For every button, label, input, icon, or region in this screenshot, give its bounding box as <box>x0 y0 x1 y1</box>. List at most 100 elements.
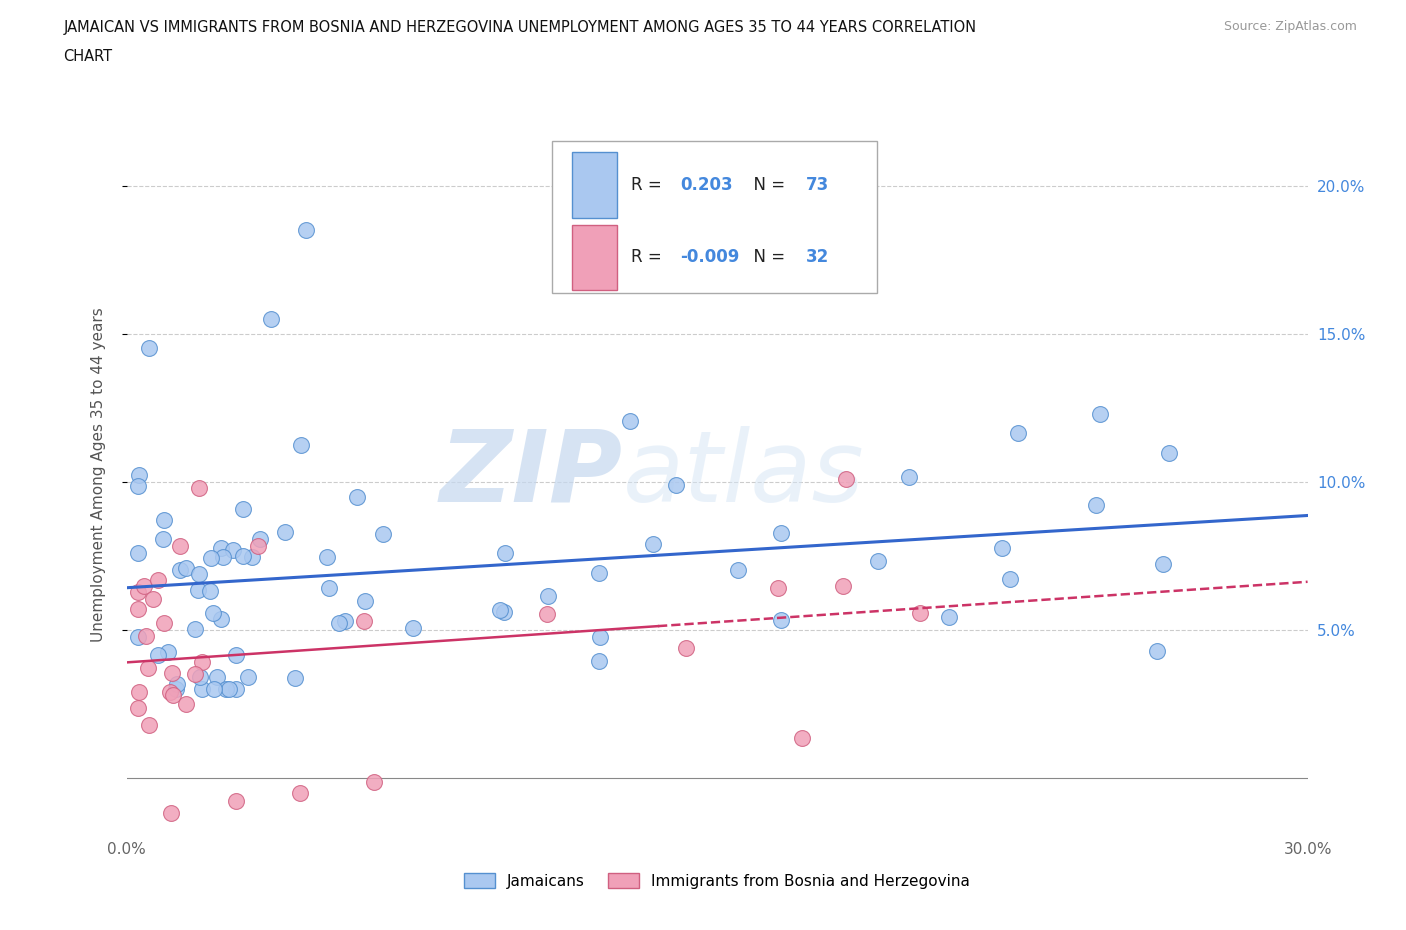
Point <box>184 622 207 637</box>
Point <box>128 468 150 483</box>
Point <box>363 775 385 790</box>
Point <box>371 527 394 542</box>
Text: N =: N = <box>742 176 790 193</box>
Point <box>488 603 510 618</box>
Point <box>589 630 612 644</box>
Point <box>790 731 813 746</box>
Point <box>1084 498 1107 512</box>
Point <box>766 580 789 595</box>
Point <box>136 660 159 675</box>
Point <box>284 671 307 685</box>
Point <box>225 682 247 697</box>
Point <box>588 653 610 668</box>
Point <box>127 545 149 560</box>
Point <box>127 478 149 493</box>
Legend: Jamaicans, Immigrants from Bosnia and Herzegovina: Jamaicans, Immigrants from Bosnia and He… <box>458 867 976 895</box>
Point <box>132 578 155 593</box>
Point <box>770 525 793 540</box>
Point <box>831 578 853 593</box>
Point <box>127 630 149 644</box>
Text: atlas: atlas <box>623 426 865 523</box>
Text: N =: N = <box>742 248 790 266</box>
Point <box>318 580 340 595</box>
Point <box>209 540 232 555</box>
FancyBboxPatch shape <box>572 153 617 218</box>
Point <box>159 684 181 699</box>
Point <box>240 550 263 565</box>
Point <box>222 543 245 558</box>
Point <box>770 613 793 628</box>
Y-axis label: Unemployment Among Ages 35 to 44 years: Unemployment Among Ages 35 to 44 years <box>91 307 105 642</box>
Point <box>938 609 960 624</box>
Point <box>202 682 225 697</box>
Point <box>225 648 247 663</box>
Point <box>1152 557 1174 572</box>
Point <box>494 545 516 560</box>
Point <box>148 573 170 588</box>
Point <box>897 470 920 485</box>
Point <box>127 602 149 617</box>
Point <box>402 620 425 635</box>
Text: CHART: CHART <box>63 49 112 64</box>
Point <box>328 616 350 631</box>
Text: R =: R = <box>631 176 666 193</box>
Text: -0.009: -0.009 <box>681 248 740 266</box>
Text: ZIP: ZIP <box>440 426 623 523</box>
Point <box>643 537 665 551</box>
Point <box>866 553 889 568</box>
Point <box>162 687 184 702</box>
Point <box>537 589 560 604</box>
Point <box>354 593 377 608</box>
FancyBboxPatch shape <box>572 225 617 290</box>
Point <box>727 563 749 578</box>
Point <box>215 682 238 697</box>
Point <box>211 611 233 626</box>
Point <box>200 551 222 565</box>
Point <box>232 501 254 516</box>
Point <box>201 605 224 620</box>
Point <box>588 565 610 580</box>
Point <box>908 605 931 620</box>
Point <box>346 490 368 505</box>
Point <box>1007 425 1029 440</box>
Point <box>127 585 149 600</box>
Point <box>188 669 211 684</box>
Point <box>315 550 337 565</box>
Point <box>152 531 174 546</box>
Point <box>127 701 149 716</box>
Point <box>249 531 271 546</box>
Point <box>536 606 558 621</box>
Point <box>153 512 176 527</box>
Point <box>991 540 1014 555</box>
Point <box>146 648 169 663</box>
Point <box>1146 644 1168 658</box>
Point <box>353 614 375 629</box>
Point <box>169 538 191 553</box>
Point <box>665 478 688 493</box>
Point <box>494 604 516 619</box>
Text: 73: 73 <box>806 176 830 193</box>
Point <box>184 667 207 682</box>
Point <box>1088 406 1111 421</box>
Point <box>333 614 356 629</box>
Point <box>238 669 260 684</box>
Point <box>153 616 176 631</box>
Point <box>998 572 1021 587</box>
Point <box>288 785 311 800</box>
Point <box>218 682 240 697</box>
Point <box>191 654 214 669</box>
Point <box>187 583 209 598</box>
Point <box>191 682 214 697</box>
Point <box>128 684 150 699</box>
Point <box>159 806 181 821</box>
Point <box>200 584 222 599</box>
Point <box>247 538 270 553</box>
Point <box>138 718 160 733</box>
Point <box>294 222 316 237</box>
Point <box>156 644 179 659</box>
Point <box>207 670 229 684</box>
Point <box>675 641 697 656</box>
Text: Source: ZipAtlas.com: Source: ZipAtlas.com <box>1223 20 1357 33</box>
Point <box>260 312 283 326</box>
Point <box>188 566 211 581</box>
